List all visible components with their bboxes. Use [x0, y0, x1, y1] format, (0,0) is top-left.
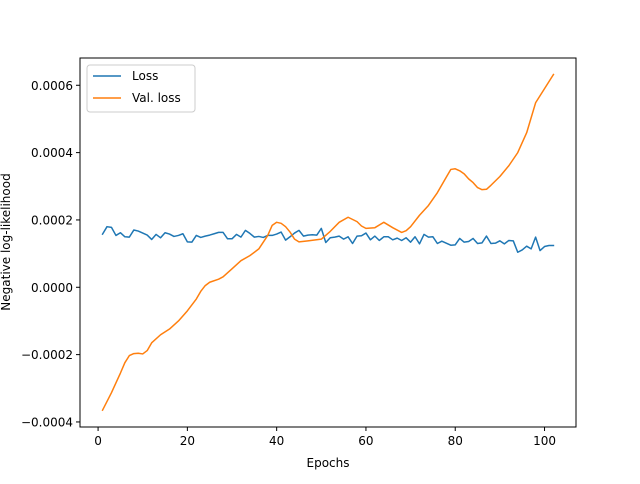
series-line-loss: [101, 225, 555, 254]
y-tick-label: 0.0002: [31, 213, 73, 227]
x-tick-label: 20: [180, 434, 195, 448]
legend-label-val-loss: Val. loss: [132, 91, 181, 105]
y-axis-label: Negative log-likelihood: [0, 173, 13, 310]
legend: Loss Val. loss: [86, 64, 196, 113]
y-tick-label: 0.0000: [31, 281, 73, 295]
y-tick-label: 0.0004: [31, 146, 73, 160]
plot-frame: [79, 57, 577, 428]
x-tick-label: 40: [269, 434, 284, 448]
y-tick-label: −0.0002: [21, 348, 73, 362]
y-tick-label: 0.0006: [31, 79, 73, 93]
x-tick-label: 60: [358, 434, 373, 448]
axes-layer: 0 20 40 60 80 100 −0.0004 −0.0002 0.0000 0.0002 0.…: [21, 79, 556, 448]
y-tick-label: −0.0004: [21, 415, 73, 429]
series-layer: [101, 73, 555, 412]
x-tick-label: 0: [94, 434, 102, 448]
series-line-val-loss: [101, 73, 555, 412]
legend-label-loss: Loss: [132, 69, 158, 83]
x-axis-label: Epochs: [307, 456, 350, 470]
x-tick-label: 80: [448, 434, 463, 448]
x-tick-label: 100: [533, 434, 556, 448]
